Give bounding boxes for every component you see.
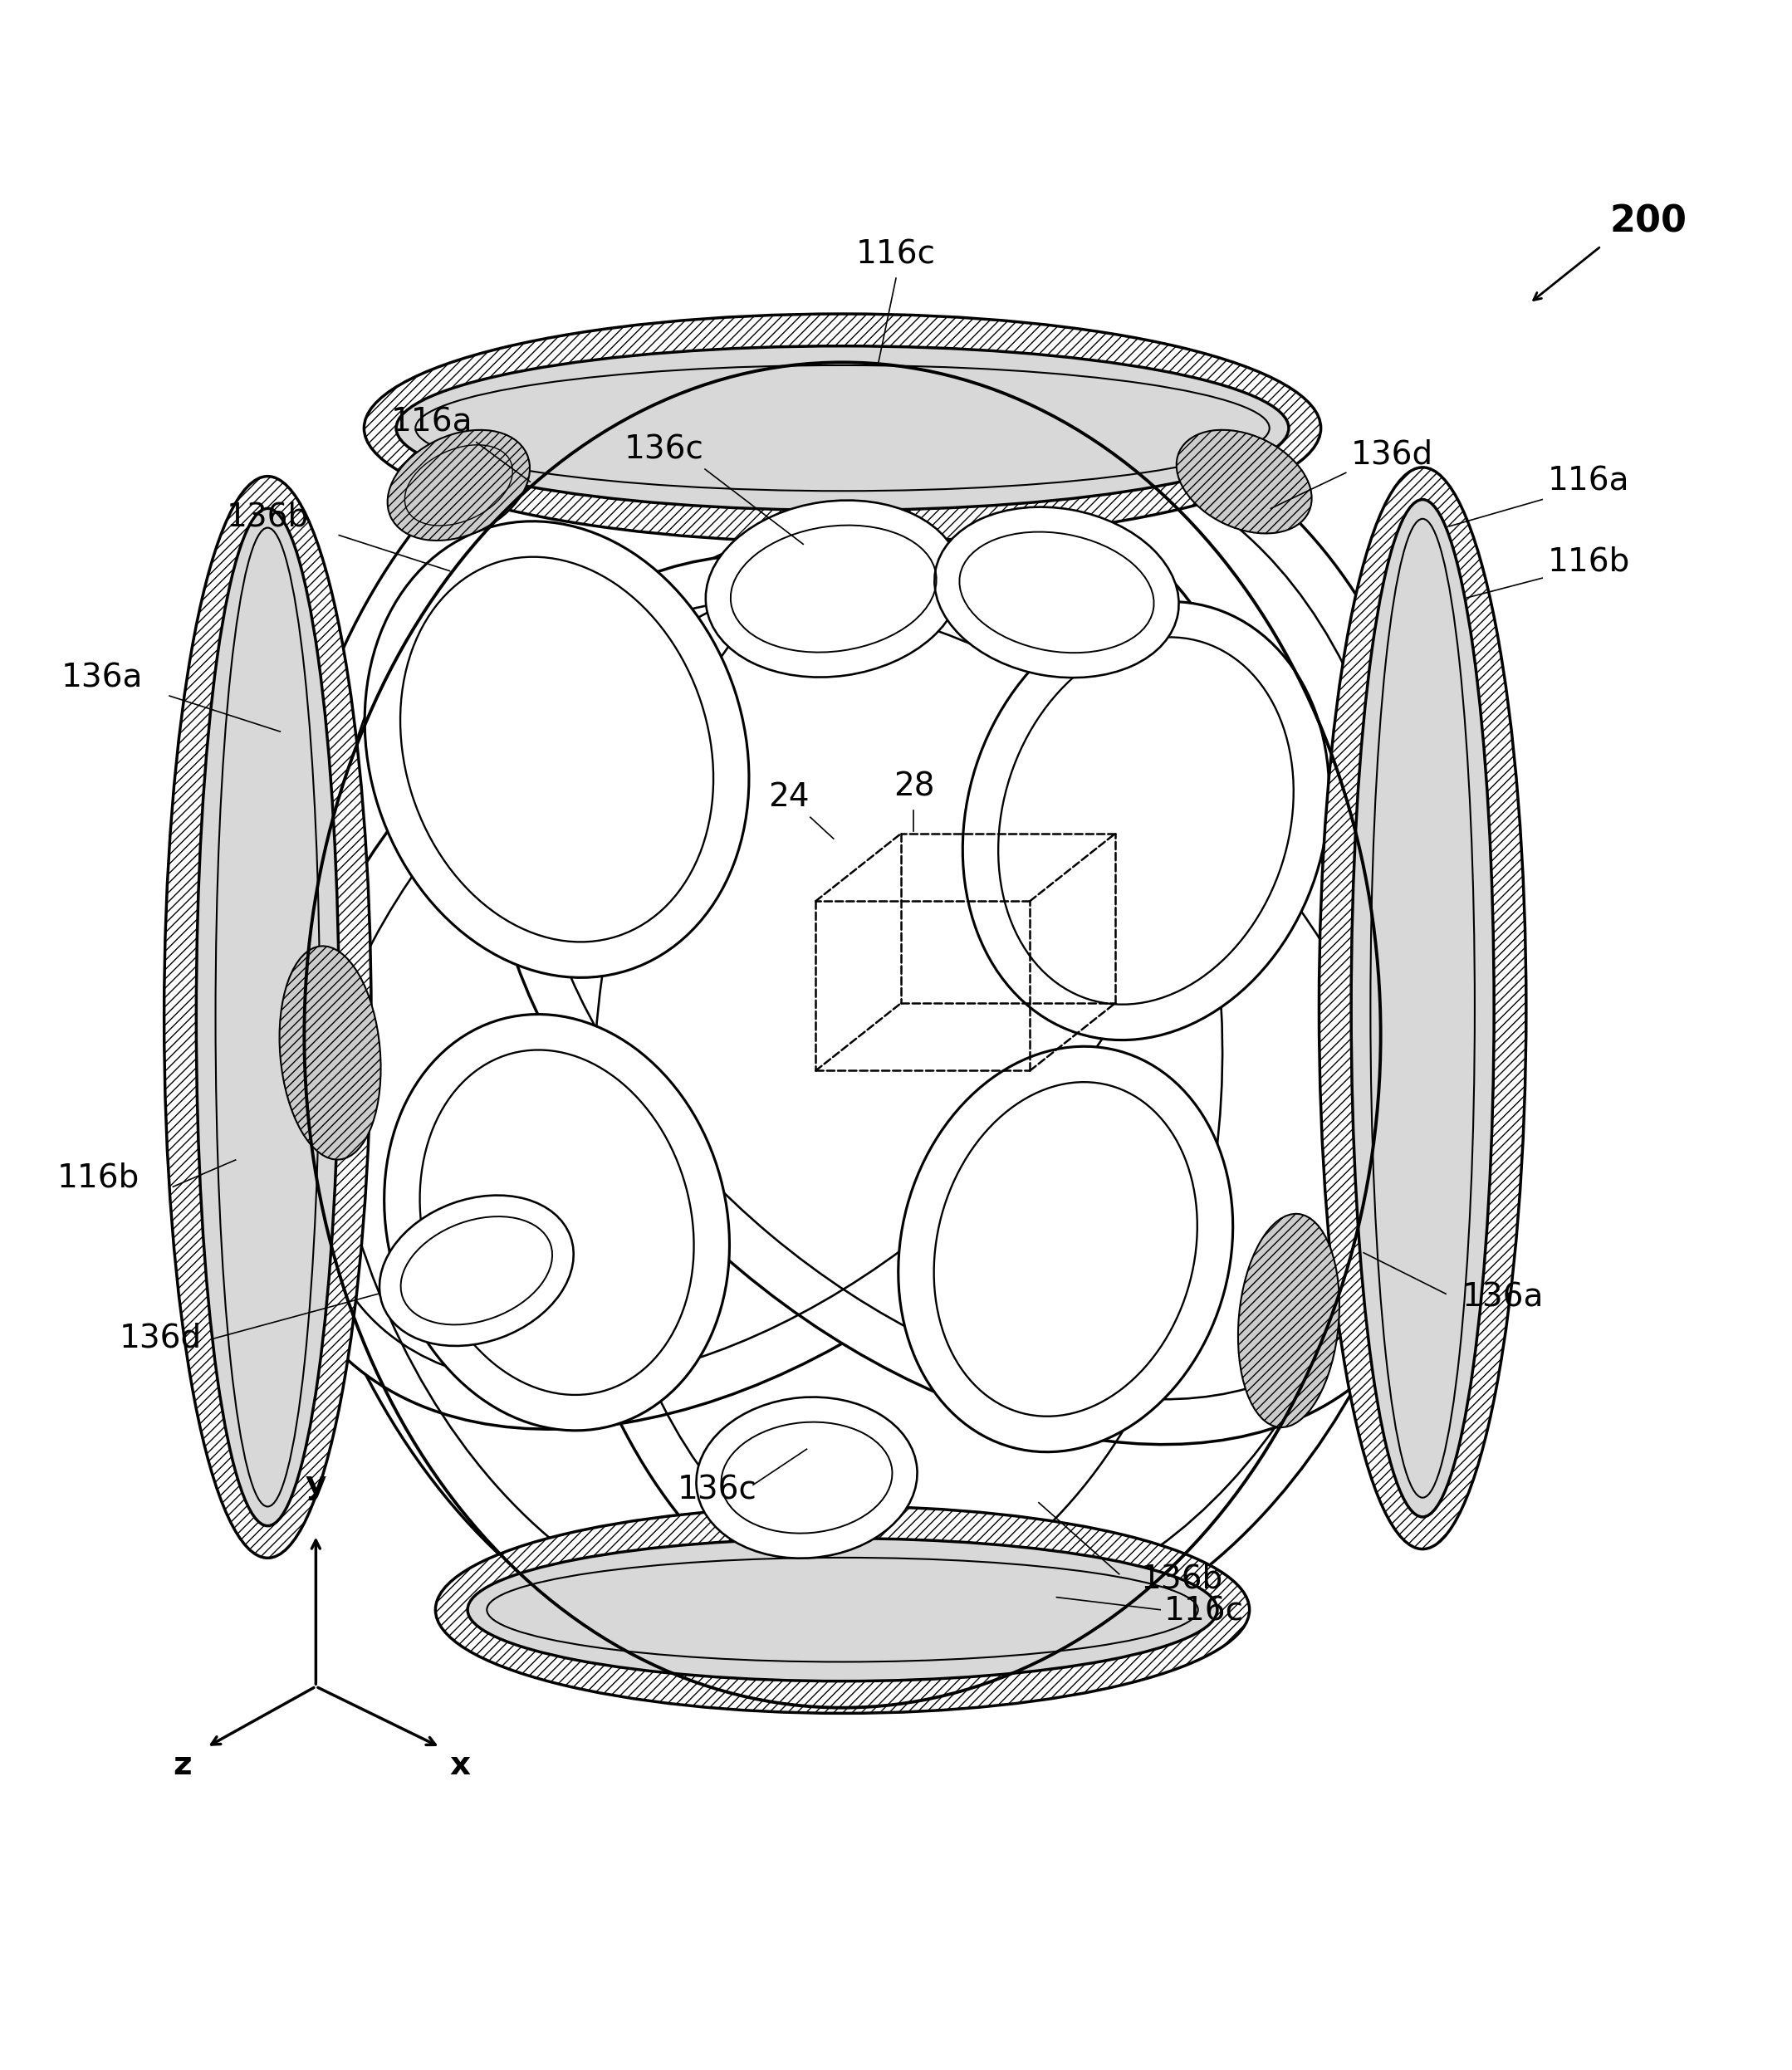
- Ellipse shape: [1177, 431, 1312, 534]
- Ellipse shape: [280, 946, 380, 1159]
- Ellipse shape: [306, 366, 1378, 1704]
- Ellipse shape: [697, 1397, 918, 1559]
- Ellipse shape: [468, 1538, 1217, 1681]
- Text: 116b: 116b: [1548, 546, 1631, 578]
- Text: z: z: [174, 1749, 192, 1780]
- Ellipse shape: [396, 346, 1288, 509]
- Text: 28: 28: [892, 770, 934, 803]
- Ellipse shape: [364, 315, 1321, 542]
- Text: 116c: 116c: [857, 238, 935, 271]
- Ellipse shape: [934, 507, 1179, 677]
- Text: 24: 24: [769, 782, 810, 814]
- Ellipse shape: [489, 555, 1446, 1445]
- Text: x: x: [450, 1749, 471, 1780]
- Ellipse shape: [706, 501, 961, 677]
- Text: 136a: 136a: [61, 662, 143, 693]
- Text: 116a: 116a: [1548, 466, 1629, 497]
- Text: 136c: 136c: [624, 433, 704, 466]
- Text: y: y: [305, 1470, 326, 1501]
- Text: 136b: 136b: [1140, 1563, 1222, 1596]
- Text: 200: 200: [1609, 203, 1688, 240]
- Ellipse shape: [197, 509, 339, 1526]
- Ellipse shape: [274, 352, 1269, 1681]
- Ellipse shape: [547, 408, 1459, 1662]
- Ellipse shape: [1351, 499, 1495, 1517]
- Text: 116a: 116a: [391, 408, 473, 439]
- Ellipse shape: [165, 476, 371, 1559]
- Text: 136c: 136c: [677, 1474, 758, 1505]
- Ellipse shape: [962, 602, 1330, 1039]
- Text: 136a: 136a: [1462, 1281, 1543, 1312]
- Text: 136b: 136b: [226, 501, 308, 532]
- Text: 116c: 116c: [1163, 1596, 1244, 1627]
- Text: 116b: 116b: [57, 1161, 140, 1194]
- Ellipse shape: [387, 431, 530, 540]
- Ellipse shape: [366, 522, 749, 977]
- Ellipse shape: [1319, 468, 1527, 1548]
- Ellipse shape: [383, 1014, 729, 1430]
- Text: 136d: 136d: [1351, 439, 1434, 470]
- Ellipse shape: [267, 499, 1240, 1428]
- Ellipse shape: [1238, 1213, 1339, 1428]
- Ellipse shape: [435, 1507, 1249, 1714]
- Ellipse shape: [898, 1047, 1233, 1451]
- Text: 136d: 136d: [120, 1323, 202, 1354]
- Ellipse shape: [380, 1194, 573, 1346]
